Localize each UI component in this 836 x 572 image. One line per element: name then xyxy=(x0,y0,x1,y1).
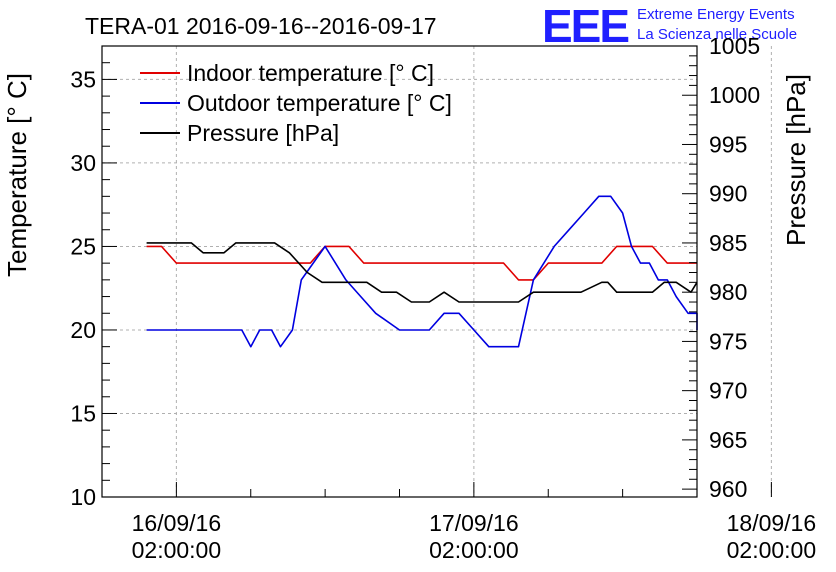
y-tick-label-5: 35 xyxy=(70,66,96,92)
eee-logo: EEE xyxy=(542,0,628,52)
series-line-0 xyxy=(146,245,697,281)
y2-tick-label-2: 970 xyxy=(709,378,747,404)
x-tick-date-0: 16/09/16 xyxy=(132,510,222,536)
y2-tick-label-7: 995 xyxy=(709,131,747,157)
y2-tick-label-9: 1005 xyxy=(709,33,760,59)
y2-tick-label-3: 975 xyxy=(709,328,747,354)
y2-tick-label-1: 965 xyxy=(709,427,747,453)
x-tick-time-0: 02:00:00 xyxy=(132,537,222,563)
x-tick-date-1: 17/09/16 xyxy=(429,510,519,536)
legend-label-1: Outdoor temperature [° C] xyxy=(187,90,452,116)
x-tick-time-2: 02:00:00 xyxy=(727,537,817,563)
series-line-1 xyxy=(146,195,698,348)
brand-line-1: Extreme Energy Events xyxy=(637,6,795,23)
series-line-2 xyxy=(146,242,698,303)
x-tick-time-1: 02:00:00 xyxy=(429,537,519,563)
brand-line-2: La Scienza nelle Scuole xyxy=(637,26,797,43)
y2-tick-label-8: 1000 xyxy=(709,82,760,108)
y2-tick-label-4: 980 xyxy=(709,279,747,305)
y-tick-label-2: 20 xyxy=(70,317,96,343)
y-tick-label-4: 30 xyxy=(70,150,96,176)
y-tick-label-1: 15 xyxy=(70,400,96,426)
series-lines xyxy=(146,195,698,348)
y-tick-label-3: 25 xyxy=(70,233,96,259)
y2-tick-label-5: 985 xyxy=(709,230,747,256)
y-axis-label: Temperature [° C] xyxy=(2,73,32,277)
legend: Indoor temperature [° C] Outdoor temperat… xyxy=(140,60,452,146)
y2-axis-label: Pressure [hPa] xyxy=(781,74,811,246)
chart-title: TERA-01 2016-09-16--2016-09-17 xyxy=(85,13,437,39)
legend-label-2: Pressure [hPa] xyxy=(187,120,339,146)
axes: 10 15 20 25 30 35 960 965 970 975 980 985 990 995 1000… xyxy=(70,33,816,563)
y-tick-label-0: 10 xyxy=(70,484,96,510)
legend-label-0: Indoor temperature [° C] xyxy=(187,60,434,86)
y2-tick-label-6: 990 xyxy=(709,181,747,207)
y2-tick-label-0: 960 xyxy=(709,476,747,502)
x-tick-date-2: 18/09/16 xyxy=(727,510,817,536)
